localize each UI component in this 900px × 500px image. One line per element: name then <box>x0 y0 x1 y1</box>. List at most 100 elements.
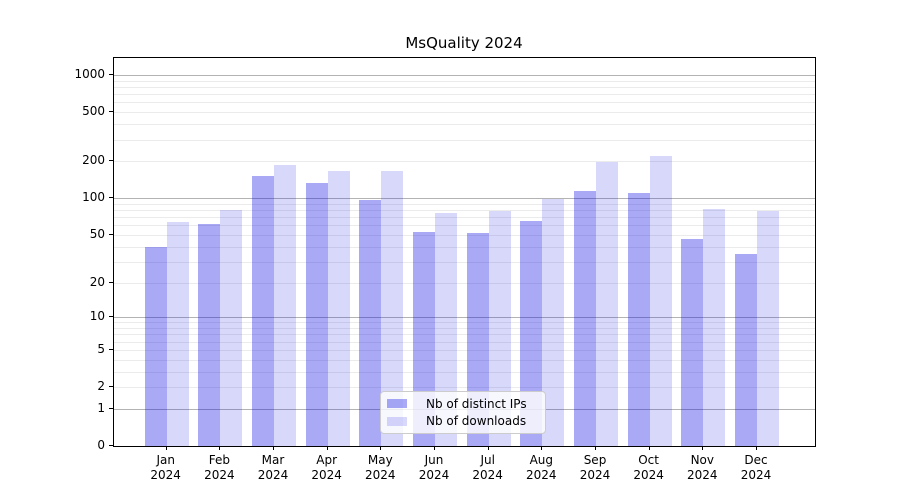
x-tick-month: Aug <box>529 453 554 467</box>
gridline-minor-20 <box>114 282 815 284</box>
gridline-minor-600 <box>114 102 815 104</box>
y-tick-mark-50 <box>109 233 113 235</box>
x-tick-year: 2024 <box>204 468 235 482</box>
x-tick-mark-jan <box>165 446 167 450</box>
bar-downloads-dec <box>757 210 779 446</box>
y-tick-label-10: 10 <box>89 309 105 324</box>
bar-distinct-ips-oct <box>627 192 650 446</box>
x-tick-label-feb: Feb 2024 <box>189 453 249 483</box>
gridline-major-1000 <box>114 74 815 76</box>
y-tick-mark-5 <box>109 348 113 350</box>
bar-distinct-ips-sep <box>574 191 596 446</box>
x-tick-year: 2024 <box>257 468 289 482</box>
x-tick-mark-oct <box>648 446 650 450</box>
bar-distinct-ips-dec <box>735 253 757 446</box>
x-tick-month: Sep <box>583 453 607 467</box>
bar-distinct-ips-mar <box>252 175 274 446</box>
gridline-minor-3 <box>114 371 815 373</box>
x-tick-mark-may <box>380 446 382 450</box>
x-tick-month: Feb <box>208 453 231 467</box>
x-tick-year: 2024 <box>687 468 718 482</box>
x-tick-month: Apr <box>316 453 338 467</box>
x-tick-label-mar: Mar 2024 <box>243 453 303 483</box>
x-tick-month: May <box>367 453 393 467</box>
gridline-major-100 <box>114 198 815 200</box>
gridline-minor-500 <box>114 112 815 114</box>
gridline-minor-800 <box>114 86 815 88</box>
bar-distinct-ips-may <box>359 200 382 446</box>
x-tick-mark-aug <box>541 446 543 450</box>
bar-distinct-ips-jan <box>144 246 167 446</box>
y-tick-label-50: 50 <box>89 226 105 241</box>
x-tick-year: 2024 <box>150 468 181 482</box>
x-tick-label-oct: Oct 2024 <box>619 453 679 483</box>
x-tick-label-may: May 2024 <box>350 453 410 483</box>
y-tick-mark-20 <box>109 281 113 283</box>
y-tick-label-5: 5 <box>97 341 105 356</box>
bar-downloads-jun <box>435 213 457 446</box>
gridline-minor-90 <box>114 203 815 205</box>
y-tick-mark-1000 <box>109 73 113 75</box>
gridline-minor-40 <box>114 246 815 248</box>
bar-downloads-feb <box>220 210 243 446</box>
x-tick-label-dec: Dec 2024 <box>726 453 786 483</box>
x-tick-label-aug: Aug 2024 <box>511 453 571 483</box>
legend-item-distinct-ips: Nb of distinct IPs <box>387 396 537 412</box>
x-tick-year: 2024 <box>311 468 342 482</box>
y-tick-label-20: 20 <box>89 274 105 289</box>
x-tick-mark-apr <box>326 446 328 450</box>
gridline-minor-8 <box>114 328 815 329</box>
gridline-minor-30 <box>114 261 815 263</box>
legend-swatch-downloads <box>387 416 407 426</box>
bar-distinct-ips-aug <box>520 221 543 446</box>
bar-downloads-may <box>381 171 404 446</box>
x-tick-month: Oct <box>638 453 659 467</box>
gridline-minor-900 <box>114 80 815 82</box>
y-tick-label-1: 1 <box>97 400 105 415</box>
x-tick-mark-dec <box>756 446 757 450</box>
legend-label-distinct-ips: Nb of distinct IPs <box>426 396 527 411</box>
x-tick-label-jul: Jul 2024 <box>458 453 518 483</box>
gridline-minor-300 <box>114 139 815 141</box>
x-tick-label-nov: Nov 2024 <box>672 453 732 483</box>
x-tick-year: 2024 <box>579 468 611 482</box>
gridline-minor-60 <box>114 225 815 227</box>
bar-downloads-oct <box>649 156 672 446</box>
bar-downloads-nov <box>703 209 726 446</box>
legend-label-downloads: Nb of downloads <box>426 414 527 429</box>
bar-downloads-sep <box>596 162 618 446</box>
legend: Nb of distinct IPs Nb of downloads <box>380 391 546 434</box>
y-tick-mark-10 <box>109 316 113 318</box>
gridline-minor-7 <box>114 334 815 336</box>
x-tick-mark-mar <box>273 446 274 450</box>
legend-item-downloads: Nb of downloads <box>387 413 537 429</box>
x-tick-month: Nov <box>690 453 714 467</box>
x-tick-year: 2024 <box>526 468 557 482</box>
x-tick-month: Jul <box>480 453 495 467</box>
x-tick-year: 2024 <box>365 468 396 482</box>
x-tick-month: Dec <box>744 453 768 467</box>
bar-downloads-aug <box>542 199 565 446</box>
gridline-minor-200 <box>114 161 815 163</box>
gridline-minor-2 <box>114 387 815 388</box>
gridline-minor-50 <box>114 234 815 236</box>
gridline-minor-5 <box>114 349 815 351</box>
x-tick-mark-feb <box>219 446 221 450</box>
bar-downloads-mar <box>274 165 296 446</box>
x-tick-mark-sep <box>595 446 596 450</box>
x-tick-label-jun: Jun 2024 <box>404 453 464 483</box>
y-tick-label-0: 0 <box>97 438 105 452</box>
x-tick-mark-jun <box>434 446 435 450</box>
y-tick-mark-1 <box>109 407 113 409</box>
x-tick-mark-nov <box>702 446 704 450</box>
gridline-minor-700 <box>114 94 815 96</box>
gridline-major-10 <box>114 317 815 319</box>
y-tick-mark-100 <box>109 197 113 199</box>
chart-title: MsQuality 2024 <box>405 34 523 52</box>
y-tick-label-100: 100 <box>82 190 105 205</box>
bar-downloads-jul <box>488 211 511 446</box>
x-tick-year: 2024 <box>633 468 664 482</box>
gridline-minor-4 <box>114 359 815 361</box>
y-tick-label-200: 200 <box>82 153 105 168</box>
bar-distinct-ips-feb <box>198 224 221 446</box>
